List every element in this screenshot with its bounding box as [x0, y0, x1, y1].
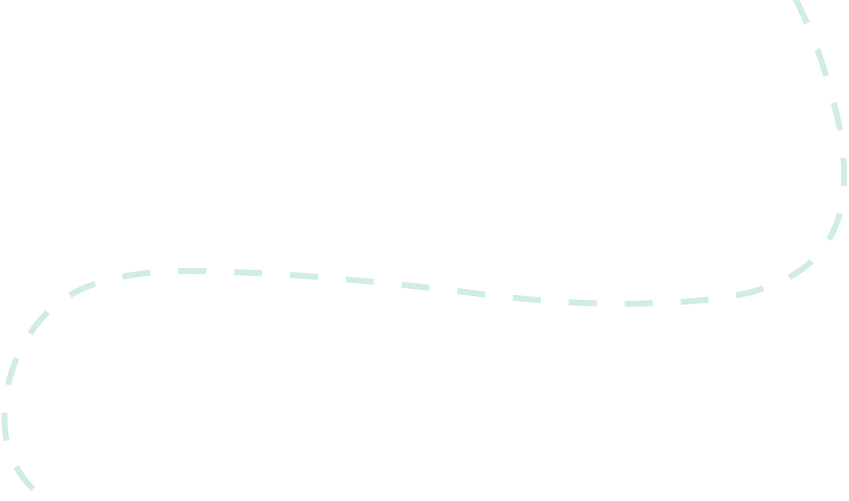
decorative-canvas	[1, 0, 848, 501]
dashed-decorative-curve	[1, 0, 848, 501]
